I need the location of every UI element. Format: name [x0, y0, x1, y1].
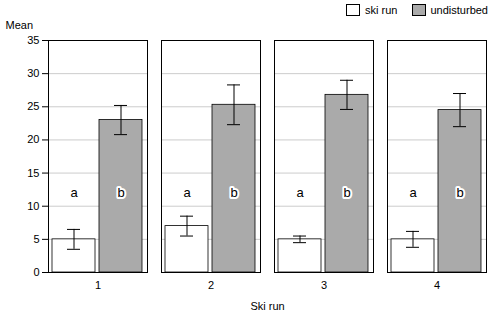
svg-text:2: 2 [208, 279, 214, 291]
svg-text:a: a [296, 185, 304, 200]
svg-text:b: b [456, 185, 463, 200]
svg-text:15: 15 [27, 167, 39, 179]
svg-text:4: 4 [434, 279, 440, 291]
svg-text:35: 35 [27, 34, 39, 46]
html-text:undisturbed: undisturbed [430, 4, 488, 16]
svg-text:10: 10 [27, 200, 39, 212]
svg-text:a: a [409, 185, 417, 200]
svg-text:3: 3 [321, 279, 327, 291]
svg-text:b: b [343, 185, 350, 200]
svg-text:b: b [117, 185, 124, 200]
svg-text:Mean: Mean [6, 19, 34, 31]
svg-text:a: a [183, 185, 191, 200]
svg-text:b: b [230, 185, 237, 200]
svg-text:5: 5 [33, 233, 39, 245]
svg-text:0: 0 [33, 266, 39, 278]
svg-text:1: 1 [95, 279, 101, 291]
svg-text:25: 25 [27, 100, 39, 112]
html-text:ski run: ski run [365, 4, 398, 16]
svg-text:Ski run: Ski run [250, 300, 284, 312]
svg-text:30: 30 [27, 67, 39, 79]
svg-text:20: 20 [27, 133, 39, 145]
svg-text:a: a [70, 185, 78, 200]
